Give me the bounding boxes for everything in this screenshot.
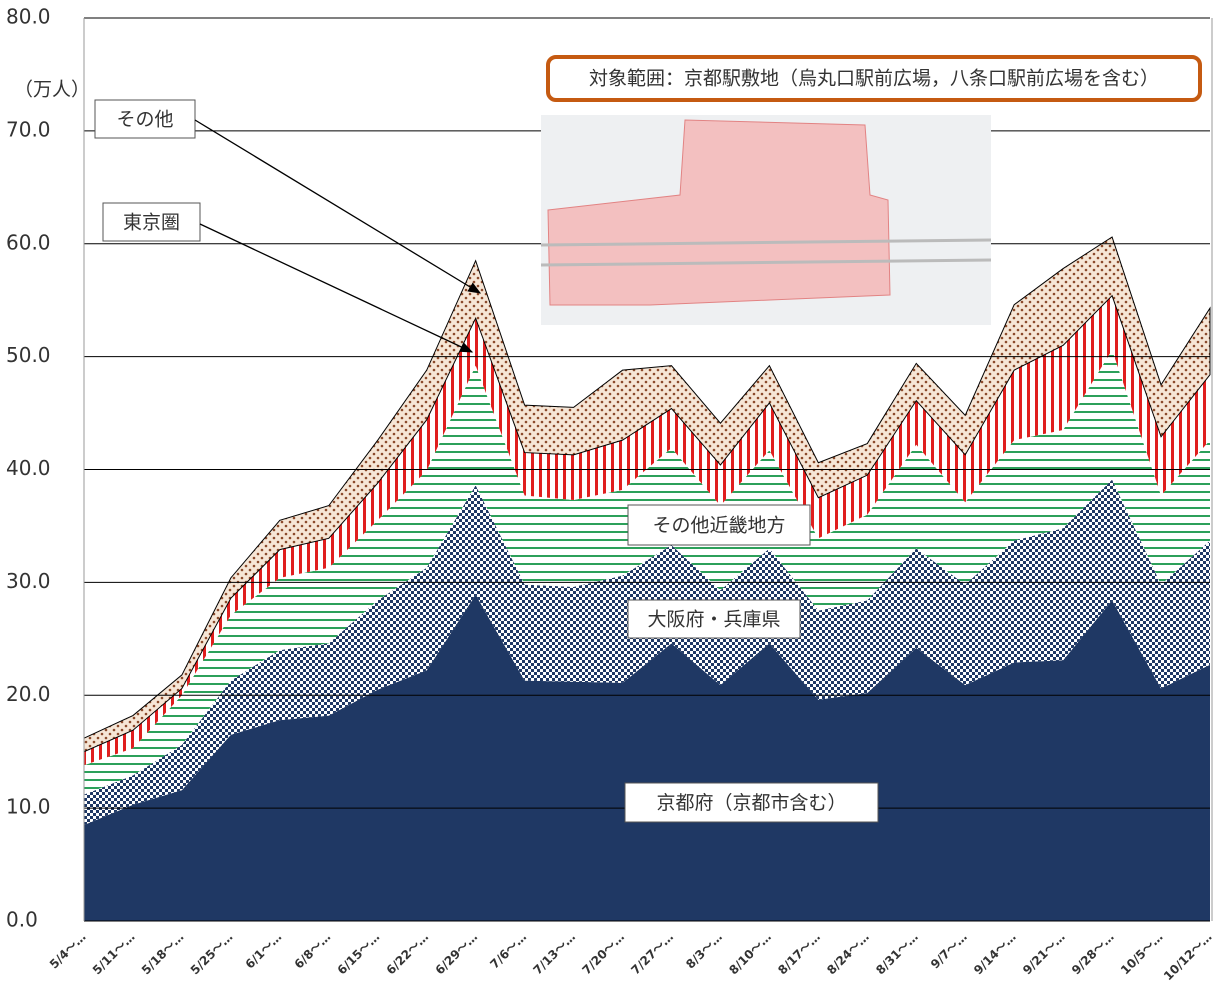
y-tick-label: 80.0 [6,5,51,29]
x-tick-label: 7/27〜… [628,930,676,978]
legend-box [627,599,801,639]
legend-box [94,99,196,139]
y-tick-label: 20.0 [6,682,51,706]
x-tick-label: 7/13〜… [530,930,578,978]
x-tick-label: 9/28〜… [1069,930,1117,978]
x-tick-label: 8/3〜… [683,930,725,972]
x-tick-label: 6/22〜… [384,930,432,978]
legend-label: その他近畿地方 [652,515,785,537]
area [84,295,1210,766]
y-tick-label: 60.0 [6,230,51,254]
y-tick-label: 10.0 [6,795,51,819]
area [84,594,1210,921]
legend-label: 大阪府・兵庫県 [647,609,780,631]
arrow [194,119,482,294]
area [84,349,1210,795]
arrow [199,223,474,353]
x-tick-label: 9/14〜… [971,930,1019,978]
x-tick-label: 6/29〜… [433,930,481,978]
x-tick-label: 9/7〜… [928,930,970,972]
area [84,479,1210,826]
y-unit: （万人） [14,79,90,101]
map-image [540,115,992,325]
legend-box [624,782,879,823]
x-tick-label: 5/11〜… [90,930,138,978]
x-tick-label: 7/20〜… [579,930,627,978]
area [83,236,1211,753]
x-tick-label: 10/5〜… [1118,930,1166,978]
legend-box [102,202,201,242]
legend-label: 東京圏 [123,212,180,234]
x-tick-label: 8/17〜… [775,930,823,978]
y-tick-label: 50.0 [6,343,51,367]
x-tick-label: 5/25〜… [188,930,236,978]
x-tick-label: 9/21〜… [1020,930,1068,978]
y-tick-label: 40.0 [6,456,51,480]
x-tick-label: 7/6〜… [487,930,529,972]
x-tick-label: 8/10〜… [726,930,774,978]
x-tick-label: 10/12〜… [1161,930,1215,981]
x-tick-label: 5/18〜… [139,930,187,978]
legend-label: その他 [116,109,173,131]
x-tick-label: 6/8〜… [292,930,334,972]
annotation-box [546,55,1202,102]
y-tick-label: 30.0 [6,569,51,593]
annotation: 対象範囲：京都駅敷地（烏丸口駅前広場，八条口駅前広場を含む） [589,68,1159,90]
y-tick-label: 70.0 [6,117,51,141]
legend-box [627,504,811,546]
x-tick-label: 8/31〜… [873,930,921,978]
legend-label: 京都府（京都市含む） [656,792,846,814]
x-tick-label: 8/24〜… [824,930,872,978]
y-tick-label: 0.0 [6,908,38,932]
x-tick-label: 6/1〜… [243,930,285,972]
x-tick-label: 5/4〜… [47,930,89,972]
x-tick-label: 6/15〜… [335,930,383,978]
